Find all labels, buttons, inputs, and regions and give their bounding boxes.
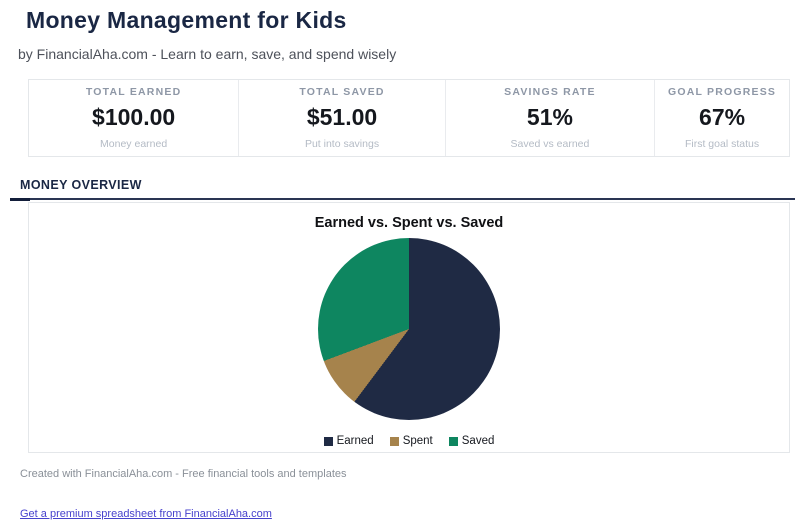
pie-chart [318,238,500,420]
stat-sublabel: Money earned [100,138,168,150]
stat-label: SAVINGS RATE [504,86,596,98]
stats-row: TOTAL EARNED $100.00 Money earned TOTAL … [28,79,790,157]
legend-marker [448,436,458,446]
legend-item-spent: Spent [389,435,433,447]
stat-label: TOTAL SAVED [299,86,385,98]
legend-label: Saved [461,435,495,447]
legend-marker [323,436,333,446]
chart-panel: Earned vs. Spent vs. Saved Earned Spent … [28,202,790,453]
stat-value: 51% [526,104,573,130]
chart-legend: Earned Spent Saved [29,435,789,447]
stat-card-total-saved: TOTAL SAVED $51.00 Put into savings [238,80,445,156]
stat-value: 67% [699,104,746,130]
stat-card-total-earned: TOTAL EARNED $100.00 Money earned [29,80,238,156]
premium-spreadsheet-link[interactable]: Get a premium spreadsheet from Financial… [20,508,272,520]
section-title-money-overview: MONEY OVERVIEW [20,178,142,192]
page-subtitle: by FinancialAha.com - Learn to earn, sav… [18,46,397,62]
stat-sublabel: Put into savings [304,138,380,150]
legend-item-saved: Saved [448,435,495,447]
stat-label: TOTAL EARNED [85,86,182,98]
stat-card-goal-progress: GOAL PROGRESS 67% First goal status [654,80,789,156]
stat-value: $51.00 [306,104,378,130]
legend-item-earned: Earned [323,435,374,447]
stat-label: GOAL PROGRESS [667,86,777,98]
footer-credit: Created with FinancialAha.com - Free fin… [20,468,347,480]
legend-label: Earned [336,435,374,447]
stat-value: $100.00 [92,104,176,130]
chart-title: Earned vs. Spent vs. Saved [314,215,504,231]
legend-marker [389,436,399,446]
stat-sublabel: Saved vs earned [510,138,590,150]
legend-label: Spent [402,435,433,447]
page-title: Money Management for Kids [26,7,347,33]
section-divider [10,198,795,201]
stat-card-savings-rate: SAVINGS RATE 51% Saved vs earned [444,80,654,156]
stat-sublabel: First goal status [684,138,760,150]
